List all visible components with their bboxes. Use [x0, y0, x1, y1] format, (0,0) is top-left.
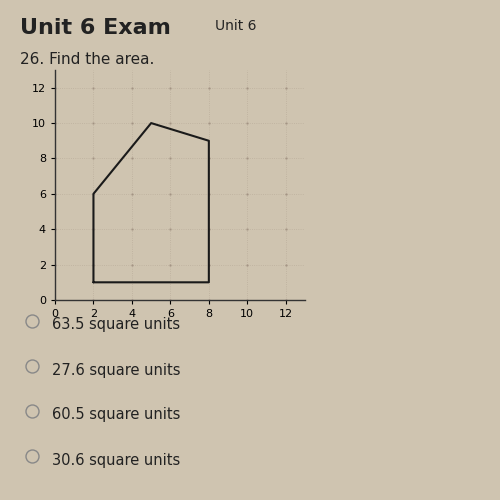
- Text: Unit 6: Unit 6: [215, 18, 256, 32]
- Text: 26. Find the area.: 26. Find the area.: [20, 52, 154, 68]
- Text: 60.5 square units: 60.5 square units: [52, 408, 181, 422]
- Text: 63.5 square units: 63.5 square units: [52, 318, 180, 332]
- Text: 27.6 square units: 27.6 square units: [52, 362, 181, 378]
- Text: Unit 6 Exam: Unit 6 Exam: [20, 18, 171, 38]
- Text: 30.6 square units: 30.6 square units: [52, 452, 181, 468]
